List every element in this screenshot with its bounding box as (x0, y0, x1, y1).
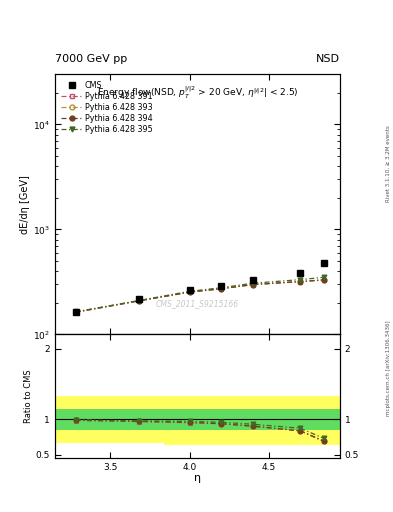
X-axis label: η: η (194, 474, 201, 483)
Text: Rivet 3.1.10, ≥ 3.2M events: Rivet 3.1.10, ≥ 3.2M events (386, 125, 391, 202)
Text: CMS_2011_S9215166: CMS_2011_S9215166 (156, 298, 239, 308)
Text: 7000 GeV pp: 7000 GeV pp (55, 54, 127, 64)
Y-axis label: dE/dη [GeV]: dE/dη [GeV] (20, 175, 30, 234)
Legend: CMS, Pythia 6.428 391, Pythia 6.428 393, Pythia 6.428 394, Pythia 6.428 395: CMS, Pythia 6.428 391, Pythia 6.428 393,… (59, 78, 155, 136)
Text: NSD: NSD (316, 54, 340, 64)
Y-axis label: Ratio to CMS: Ratio to CMS (24, 370, 33, 423)
Text: mcplots.cern.ch [arXiv:1306.3436]: mcplots.cern.ch [arXiv:1306.3436] (386, 321, 391, 416)
Text: Energy flow(NSD, $p_T^{|i|2}$ > 20 GeV, $\eta^{|i|2}$| < 2.5): Energy flow(NSD, $p_T^{|i|2}$ > 20 GeV, … (97, 84, 298, 101)
